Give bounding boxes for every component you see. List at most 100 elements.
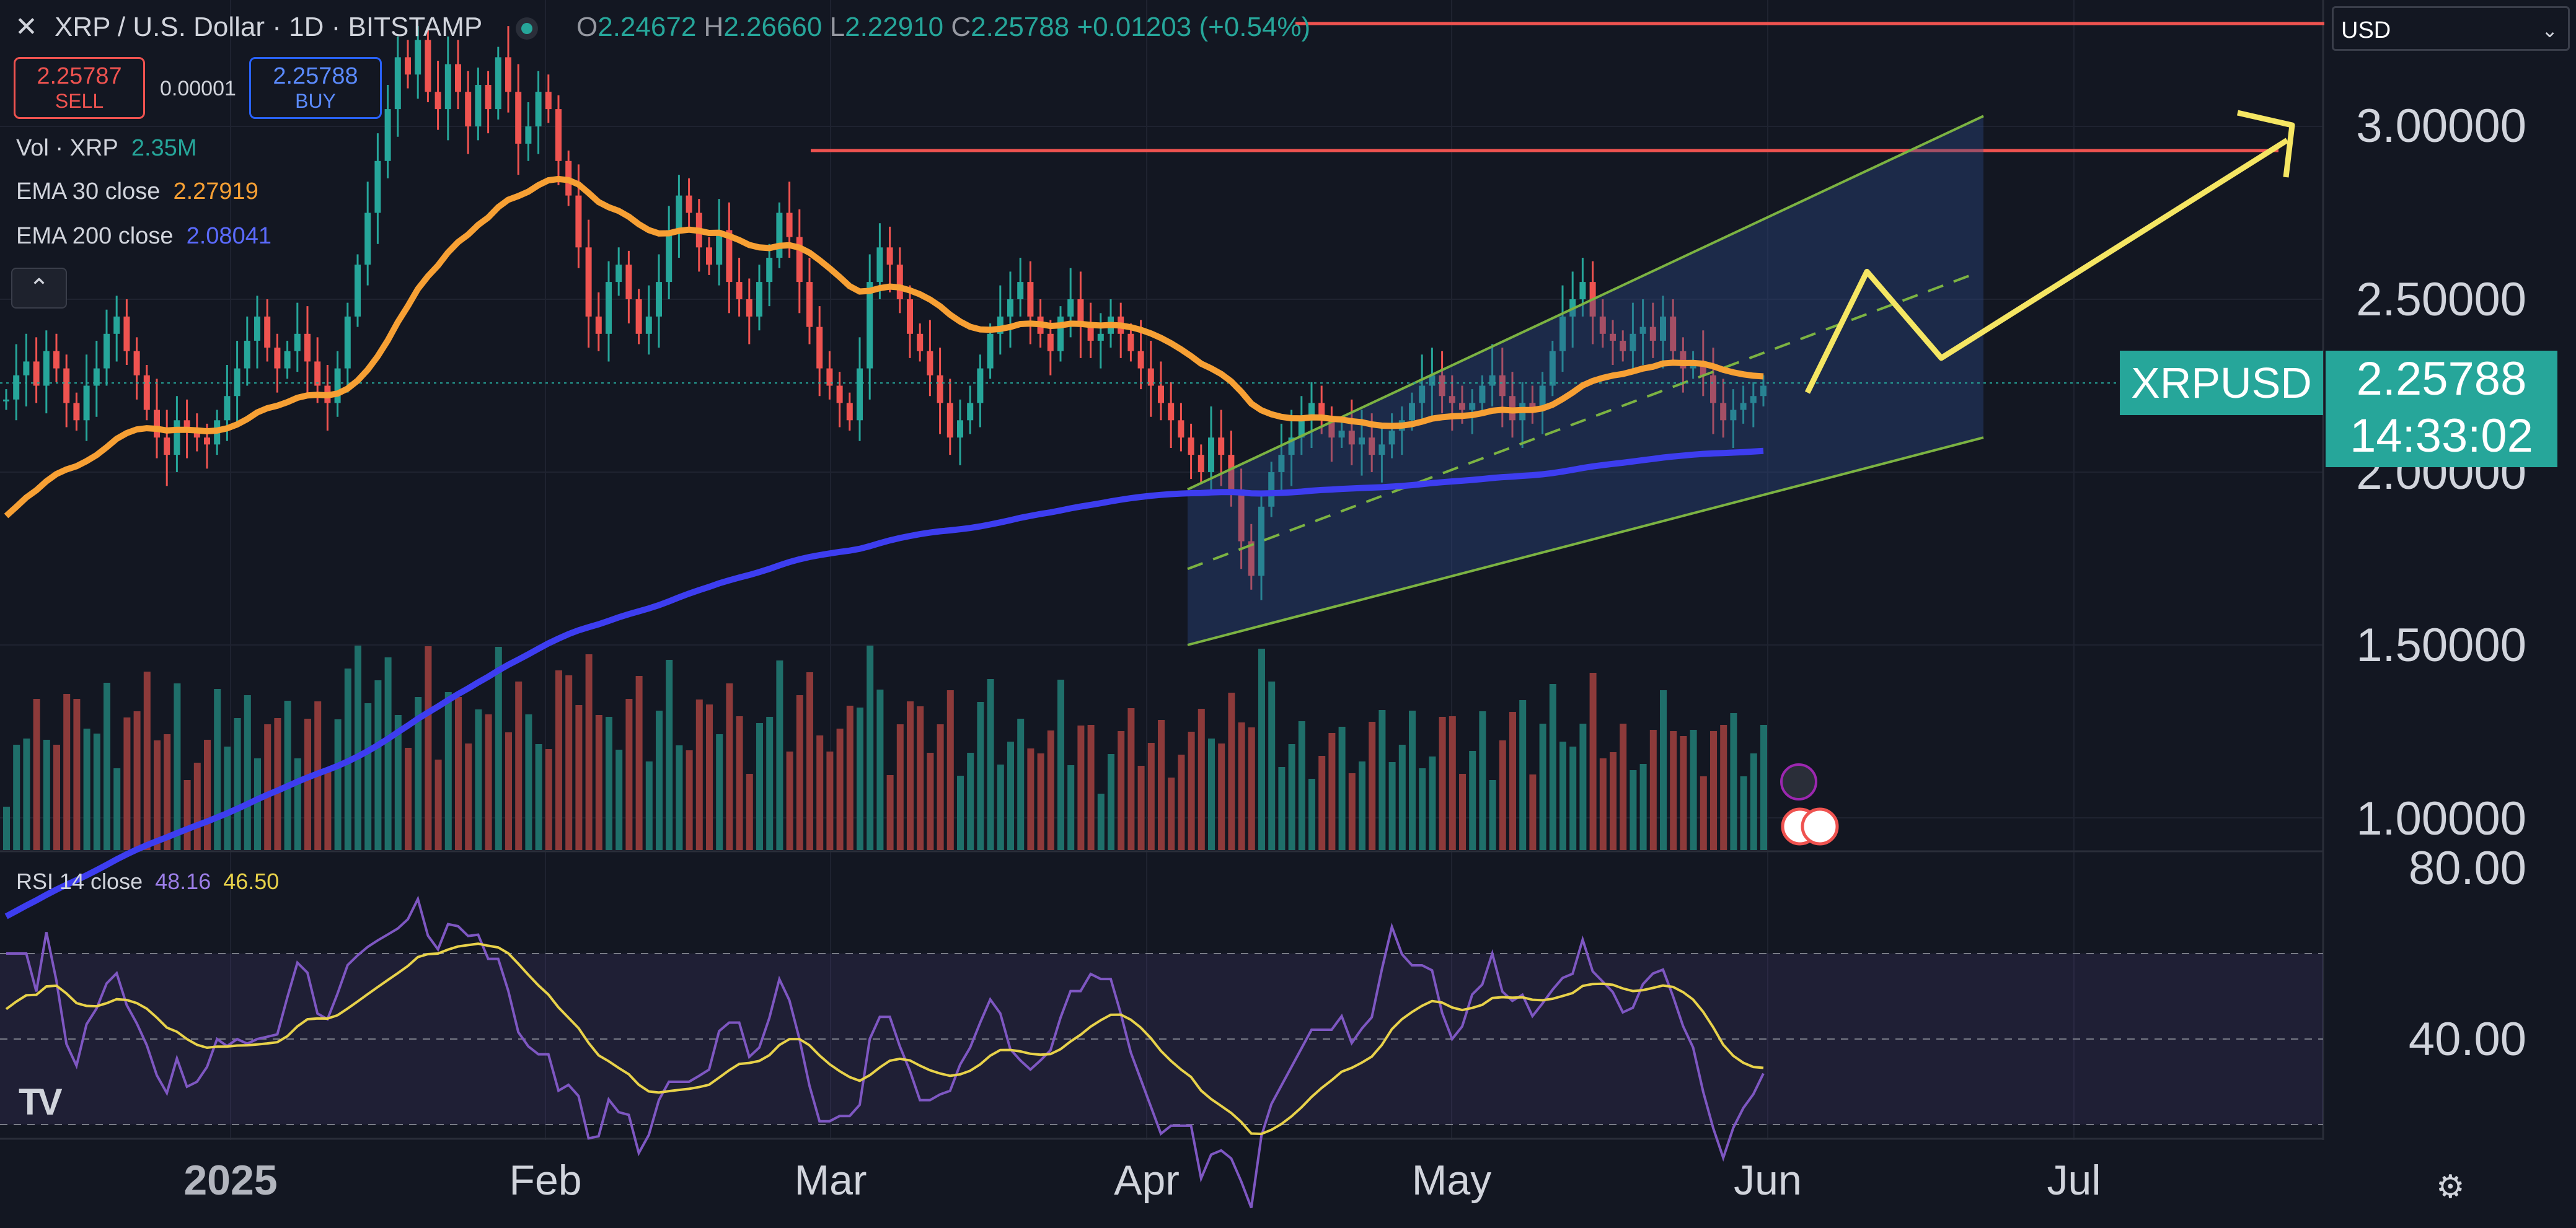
- candle-body: [1620, 340, 1626, 351]
- chevron-up-icon: ⌃: [29, 274, 50, 302]
- close-icon[interactable]: ✕: [15, 12, 38, 42]
- open-label: O: [576, 12, 598, 42]
- candle-body: [1559, 316, 1566, 351]
- candle-body: [1419, 385, 1426, 403]
- volume-bar: [615, 750, 623, 850]
- currency-select[interactable]: USD ⌄: [2332, 6, 2570, 51]
- volume-bar: [355, 646, 361, 850]
- projection-path: [1804, 138, 2289, 394]
- candle-body: [867, 282, 873, 369]
- candle-body: [836, 385, 843, 403]
- candle-body: [1127, 333, 1134, 351]
- candle-body: [575, 195, 582, 248]
- volume-bar: [836, 729, 844, 850]
- candle-body: [1017, 282, 1024, 299]
- candle-body: [93, 368, 100, 386]
- candle-body: [1137, 351, 1144, 369]
- volume-bar: [1348, 773, 1356, 850]
- volume-bar: [1720, 725, 1727, 850]
- candle-body: [1238, 489, 1245, 542]
- chevron-down-icon: ⌄: [2541, 19, 2558, 42]
- volume-bar: [1168, 778, 1175, 850]
- volume-bar: [1137, 766, 1145, 850]
- candle-body: [1158, 385, 1164, 403]
- candle-body: [1639, 327, 1646, 334]
- volume-bar: [1429, 757, 1436, 850]
- volume-bar: [164, 734, 171, 850]
- volume-bar: [746, 774, 753, 850]
- volume-bar: [1218, 743, 1225, 850]
- volume-bar: [927, 753, 934, 850]
- candle-body: [274, 348, 281, 369]
- candle-body: [1288, 437, 1295, 455]
- change-value: +0.01203 (+0.54%): [1077, 12, 1311, 42]
- volume-bar: [1398, 745, 1406, 850]
- candle-body: [806, 282, 813, 327]
- candle-body: [917, 333, 924, 351]
- volume-bar: [957, 776, 964, 850]
- volume-bar: [1610, 752, 1617, 850]
- volume-bar: [625, 699, 633, 850]
- legend-volume-label: Vol · XRP: [16, 135, 118, 161]
- candle-body: [1298, 420, 1305, 438]
- candle-body: [133, 351, 140, 375]
- volume-bar: [1690, 730, 1697, 850]
- volume-bar: [364, 703, 372, 850]
- legend-ema200[interactable]: EMA 200 close 2.08041: [16, 223, 271, 250]
- volume-bar: [806, 672, 813, 850]
- volume-bar: [676, 745, 683, 850]
- volume-bar: [1057, 680, 1064, 850]
- candle-body: [505, 57, 511, 92]
- volume-bar: [1469, 751, 1476, 850]
- volume-bar: [475, 709, 482, 850]
- channel-upper-line: [1187, 115, 1984, 491]
- candle-body: [1489, 375, 1496, 386]
- high-label: H: [704, 12, 724, 42]
- legend-rsi[interactable]: RSI 14 close 48.16 46.50: [16, 869, 279, 895]
- volume-bar: [1338, 727, 1346, 850]
- candle-body: [1610, 333, 1616, 341]
- candle-body: [193, 431, 200, 438]
- legend-ema30[interactable]: EMA 30 close 2.27919: [16, 178, 258, 205]
- rsi-y-tick-label: 40.00: [2408, 1013, 2526, 1066]
- volume-bar: [415, 697, 422, 850]
- legend-volume[interactable]: Vol · XRP 2.35M: [16, 135, 196, 162]
- sell-button[interactable]: 2.25787 SELL: [14, 57, 145, 119]
- gear-icon[interactable]: ⚙: [2436, 1169, 2465, 1205]
- candle-body: [515, 92, 522, 144]
- volume-bar: [254, 758, 261, 850]
- candle-body: [1047, 333, 1054, 351]
- candle-body: [23, 361, 30, 375]
- candle-body: [1087, 327, 1094, 341]
- candle-body: [1178, 420, 1184, 438]
- volume-bar: [896, 724, 904, 850]
- buy-button[interactable]: 2.25788 BUY: [249, 57, 382, 119]
- symbol-title[interactable]: XRP / U.S. Dollar · 1D · BITSTAMP: [55, 12, 483, 42]
- volume-bar: [425, 646, 432, 850]
- volume-bar: [756, 723, 763, 850]
- last-price: 2.25788: [2356, 353, 2527, 405]
- volume-bar: [1680, 736, 1687, 850]
- x-tick-label: May: [1411, 1157, 1492, 1204]
- candle-body: [1057, 316, 1064, 351]
- volume-bar: [294, 758, 301, 850]
- candle-body: [164, 437, 170, 455]
- candle-body: [465, 92, 472, 126]
- volume-bar: [1369, 722, 1376, 850]
- candle-body: [1147, 368, 1154, 386]
- collapse-legend-button[interactable]: ⌃: [11, 268, 67, 309]
- volume-bar: [485, 714, 492, 850]
- candle-body: [656, 282, 662, 317]
- candle-body: [444, 64, 451, 110]
- volume-bar: [1178, 755, 1185, 850]
- candle-body: [1348, 431, 1355, 445]
- volume-bar: [1378, 710, 1386, 850]
- channel-fill: [1188, 116, 1983, 645]
- volume-bar: [334, 719, 342, 850]
- candle-body: [314, 361, 321, 386]
- tradingview-logo-icon[interactable]: TV: [19, 1081, 63, 1123]
- candle-body: [1630, 333, 1636, 351]
- volume-bar: [1017, 719, 1025, 850]
- candle-body: [535, 92, 542, 126]
